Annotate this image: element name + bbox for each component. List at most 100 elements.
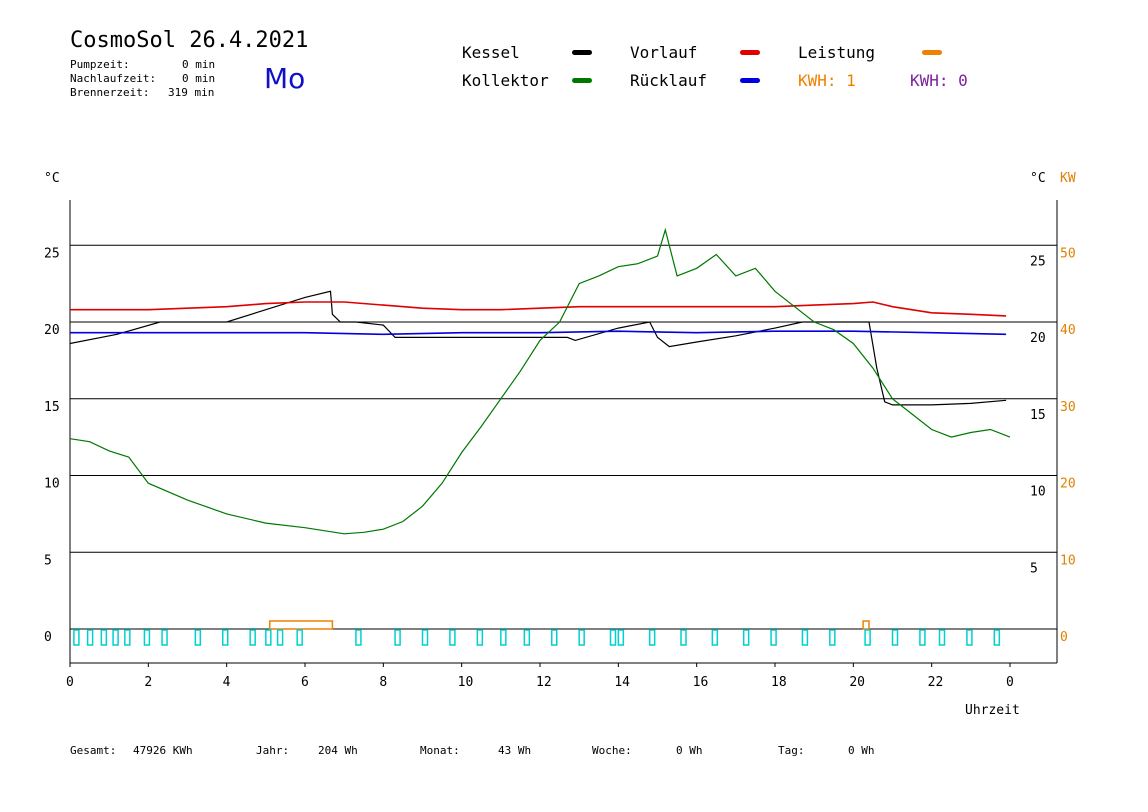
pump-marker — [296, 629, 303, 646]
pump-marker — [523, 629, 531, 646]
vorlauf-line — [70, 301, 1007, 317]
pump-marker — [829, 629, 836, 646]
pump-marker — [801, 629, 809, 646]
leistung-bar — [862, 620, 870, 630]
legend-leistung-swatch — [922, 50, 942, 55]
legend-kwh1: KWH: 1 — [798, 71, 856, 90]
brenner-time-label: Brennerzeit: — [70, 86, 150, 99]
x-tick-label: 20 — [849, 675, 865, 690]
pump-marker — [449, 629, 456, 646]
pump-marker — [124, 629, 131, 646]
footer-monat-label: Monat: — [420, 744, 460, 757]
pump-marker — [770, 629, 777, 646]
x-tick-label: 10 — [458, 675, 474, 690]
y-tick-label-left: 0 — [44, 630, 52, 645]
legend-ruecklauf-swatch — [740, 78, 760, 83]
x-tick-label: 12 — [536, 675, 552, 690]
pump-time-value: 0 min — [182, 58, 216, 71]
y-tick-label-left: 5 — [44, 553, 52, 568]
pump-marker — [194, 629, 202, 646]
page-title: CosmoSol 26.4.2021 — [70, 28, 309, 53]
x-axis-label: Uhrzeit — [965, 703, 1020, 718]
x-tick-label: 0 — [1006, 675, 1014, 690]
footer-gesamt-label: Gesamt: — [70, 744, 117, 757]
pump-time-label: Pumpzeit: — [70, 58, 130, 71]
y-tick-label-left: 10 — [44, 477, 60, 492]
y-tick-label-right-power: 10 — [1060, 553, 1076, 568]
pump-marker — [891, 629, 899, 646]
y-tick-label-right-temp: 5 — [1030, 561, 1038, 576]
x-tick-label: 6 — [301, 675, 309, 690]
y-axis-left-unit: °C — [44, 171, 60, 186]
pump-marker — [161, 629, 168, 646]
pump-marker — [355, 629, 362, 646]
pump-marker — [222, 629, 229, 646]
legend-kessel-swatch — [572, 50, 592, 55]
x-tick-label: 2 — [144, 675, 152, 690]
y-axis-right-power-unit: KW — [1060, 171, 1076, 186]
pump-marker — [993, 629, 1001, 646]
legend-kollektor-swatch — [572, 78, 592, 83]
y-tick-label-right-power: 40 — [1060, 323, 1076, 338]
y-tick-label-right-temp: 25 — [1030, 254, 1046, 269]
pump-marker — [609, 629, 617, 646]
pump-marker — [421, 629, 429, 646]
y-tick-label-right-power: 0 — [1060, 630, 1068, 645]
y-tick-label-right-power: 30 — [1060, 400, 1076, 415]
pump-marker — [249, 629, 256, 646]
footer-jahr-label: Jahr: — [256, 744, 290, 757]
x-tick-label: 22 — [928, 675, 944, 690]
y-tick-label-right-temp: 10 — [1030, 485, 1046, 500]
pump-marker — [648, 629, 656, 646]
pump-marker — [551, 629, 558, 646]
pump-marker — [73, 629, 80, 646]
legend-kessel-label: Kessel — [462, 43, 520, 62]
pump-marker — [394, 629, 401, 646]
x-tick-label: 14 — [614, 675, 630, 690]
y-tick-label-right-power: 50 — [1060, 246, 1076, 261]
nachlauf-time-value: 0 min — [182, 72, 216, 85]
legend-kollektor-label: Kollektor — [462, 71, 549, 90]
pump-marker — [864, 629, 871, 646]
pump-marker — [617, 629, 625, 646]
footer-tag-value: 0 Wh — [848, 744, 875, 757]
legend-kwh2: KWH: 0 — [910, 71, 968, 90]
kessel-line — [69, 290, 1007, 406]
footer-woche-label: Woche: — [592, 744, 632, 757]
weekday-label: Mo — [264, 62, 306, 95]
pump-marker — [112, 629, 119, 646]
x-tick-label: 16 — [693, 675, 709, 690]
x-tick-label: 18 — [771, 675, 787, 690]
legend-vorlauf-swatch — [740, 50, 760, 55]
footer-woche-value: 0 Wh — [676, 744, 703, 757]
brenner-time-value: 319 min — [168, 86, 215, 99]
y-tick-label-right-power: 20 — [1060, 477, 1076, 492]
y-tick-label-left: 15 — [44, 400, 60, 415]
pump-marker — [711, 629, 719, 646]
y-tick-label-left: 20 — [44, 323, 60, 338]
pump-marker — [86, 629, 94, 646]
footer-tag-label: Tag: — [778, 744, 805, 757]
footer-monat-value: 43 Wh — [498, 744, 532, 757]
x-tick-label: 0 — [66, 675, 74, 690]
pump-marker — [100, 629, 108, 646]
legend-vorlauf-label: Vorlauf — [630, 43, 698, 62]
pump-marker — [938, 629, 946, 646]
x-tick-label: 4 — [223, 675, 231, 690]
x-tick-label: 8 — [379, 675, 387, 690]
pump-marker — [500, 629, 507, 646]
pump-marker — [742, 629, 750, 646]
y-axis-right-temp-unit: °C — [1030, 171, 1046, 186]
y-tick-label-left: 25 — [44, 246, 60, 261]
footer-gesamt-value: 47926 KWh — [133, 744, 193, 757]
legend-leistung-label: Leistung — [798, 43, 876, 62]
pump-marker — [476, 629, 484, 646]
y-tick-label-right-temp: 15 — [1030, 408, 1046, 423]
kollektor-line — [69, 227, 1011, 535]
leistung-bar — [269, 620, 334, 630]
legend-ruecklauf-label: Rücklauf — [630, 71, 708, 90]
pump-marker — [919, 629, 926, 646]
pump-marker — [265, 629, 272, 646]
pump-marker — [680, 629, 687, 646]
